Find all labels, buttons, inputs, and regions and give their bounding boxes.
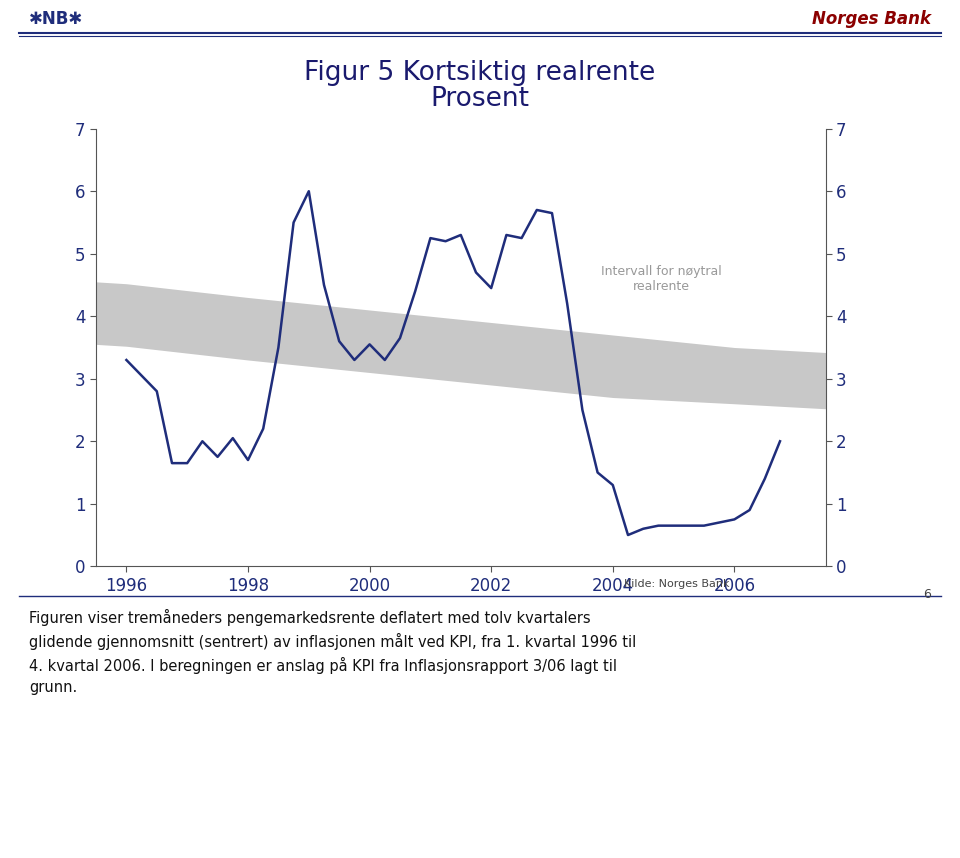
- Text: Figuren viser tremåneders pengemarkedsrente deflatert med tolv kvartalers
gliden: Figuren viser tremåneders pengemarkedsre…: [29, 609, 636, 695]
- Text: ✱NB✱: ✱NB✱: [29, 10, 84, 27]
- Text: 6: 6: [924, 588, 931, 601]
- Text: Kilde: Norges Bank: Kilde: Norges Bank: [624, 579, 730, 589]
- Text: Figur 5 Kortsiktig realrente: Figur 5 Kortsiktig realrente: [304, 60, 656, 86]
- Text: Intervall for nøytral
realrente: Intervall for nøytral realrente: [601, 265, 722, 293]
- Text: Prosent: Prosent: [430, 86, 530, 112]
- Text: Norges Bank: Norges Bank: [812, 10, 931, 27]
